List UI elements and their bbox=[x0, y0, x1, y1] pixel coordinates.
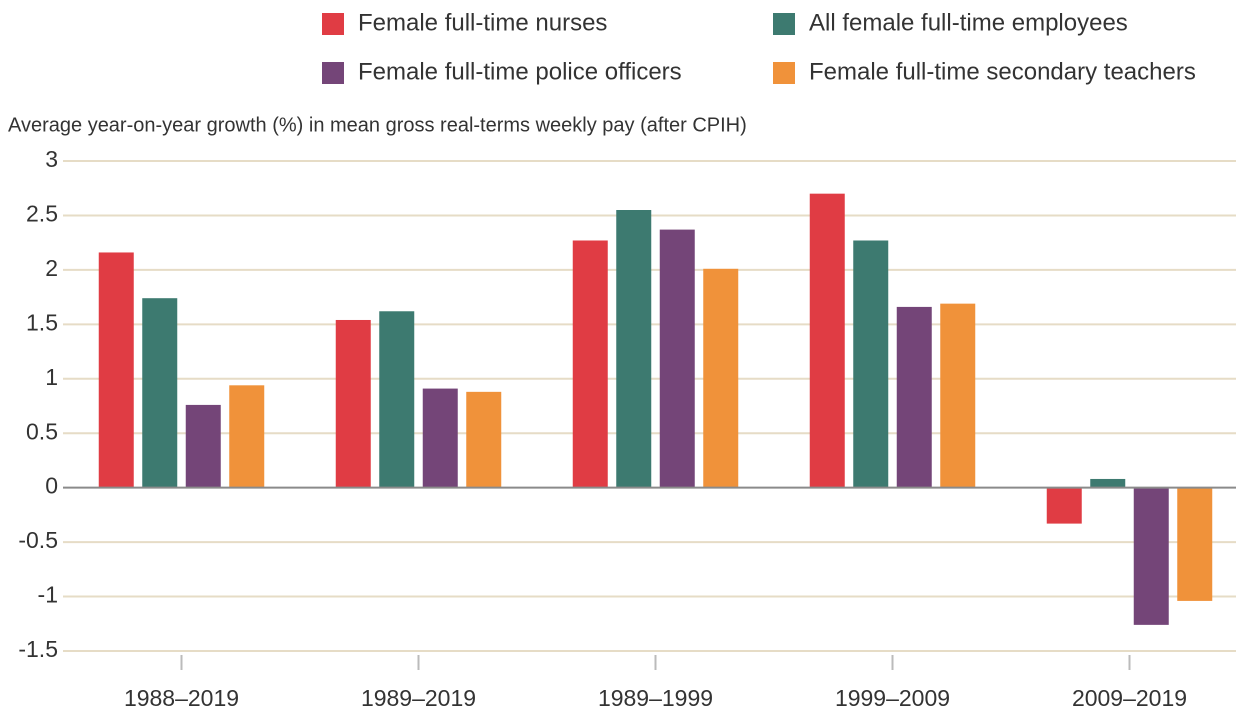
bar bbox=[616, 210, 652, 488]
y-tick-label: 2.5 bbox=[26, 201, 58, 227]
y-tick-label: -1 bbox=[38, 582, 58, 608]
y-tick-label: 1.5 bbox=[26, 309, 58, 335]
bar bbox=[572, 240, 608, 488]
x-tick-label: 1999–2009 bbox=[835, 685, 950, 711]
bar bbox=[703, 268, 739, 488]
legend-swatch bbox=[773, 13, 795, 35]
x-tick-label: 1989–2019 bbox=[361, 685, 476, 711]
bar bbox=[229, 385, 265, 488]
bar bbox=[809, 193, 845, 488]
bar bbox=[896, 306, 932, 488]
bar bbox=[659, 229, 695, 488]
legend-label: All female full-time employees bbox=[809, 9, 1128, 36]
bar bbox=[853, 240, 889, 488]
bar bbox=[940, 303, 976, 488]
legend-swatch bbox=[322, 13, 344, 35]
bar bbox=[185, 404, 221, 488]
bar bbox=[1090, 478, 1126, 488]
bar bbox=[335, 319, 371, 488]
bar bbox=[142, 298, 178, 488]
y-axis-label: Average year-on-year growth (%) in mean … bbox=[8, 114, 747, 136]
legend-swatch bbox=[773, 62, 795, 84]
bar bbox=[1177, 487, 1213, 601]
bar bbox=[98, 252, 134, 488]
y-tick-label: -0.5 bbox=[18, 527, 58, 553]
legend-swatch bbox=[322, 62, 344, 84]
bar bbox=[1046, 487, 1082, 524]
legend-label: Female full-time secondary teachers bbox=[809, 58, 1196, 85]
y-tick-label: 0 bbox=[45, 473, 58, 499]
x-tick-label: 2009–2019 bbox=[1072, 685, 1187, 711]
x-tick-label: 1989–1999 bbox=[598, 685, 713, 711]
bar bbox=[466, 391, 502, 488]
x-tick-label: 1988–2019 bbox=[124, 685, 239, 711]
bar bbox=[379, 311, 415, 488]
bar bbox=[422, 388, 458, 488]
y-tick-label: -1.5 bbox=[18, 636, 58, 662]
y-tick-label: 2 bbox=[45, 255, 58, 281]
y-tick-label: 0.5 bbox=[26, 418, 58, 444]
y-tick-label: 1 bbox=[45, 364, 58, 390]
bar bbox=[1133, 487, 1169, 625]
y-tick-label: 3 bbox=[45, 146, 58, 172]
legend-label: Female full-time police officers bbox=[358, 58, 682, 85]
legend-label: Female full-time nurses bbox=[358, 9, 607, 36]
